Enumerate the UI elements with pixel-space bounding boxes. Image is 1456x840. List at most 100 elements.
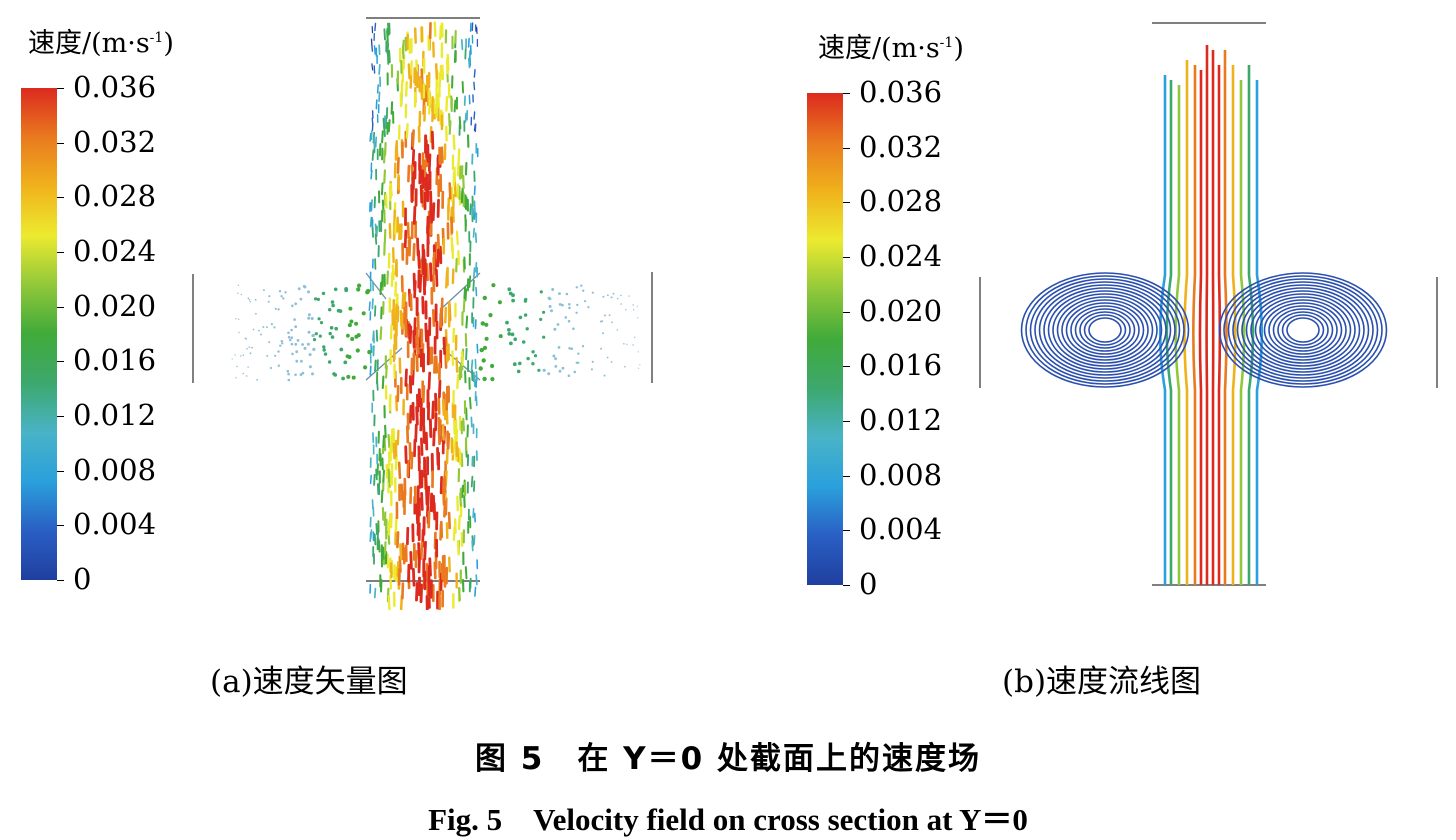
velocity-vector [245,375,248,377]
velocity-vector [548,297,552,301]
velocity-vector [336,308,341,313]
velocity-vector [462,174,465,190]
colorbar-a-tick-label: 0 [73,562,92,596]
velocity-vector [251,346,253,349]
velocity-vector [620,303,622,305]
velocity-vector [267,300,270,303]
velocity-vector [460,452,464,468]
velocity-vector [396,531,400,549]
vortex-streamline [1083,314,1127,346]
velocity-vector [473,185,476,196]
velocity-vector [447,511,452,530]
velocity-vector [268,341,271,344]
velocity-vector [632,309,635,311]
velocity-vector [376,463,379,476]
colorbar-a-tickmark [57,470,64,472]
vortex-streamline [1254,296,1352,364]
velocity-vector [542,335,546,339]
velocity-vector [291,304,294,308]
velocity-vector [564,316,568,319]
colorbar-b-tickmark [843,585,850,586]
velocity-vector [439,475,443,495]
velocity-vector [634,336,636,338]
velocity-vector [568,347,571,350]
velocity-vector [444,351,448,369]
velocity-vector [581,345,585,348]
velocity-vector [303,346,307,350]
colorbar-b-title-close: ) [953,33,964,64]
velocity-vector [575,286,578,289]
velocity-vector [339,347,344,352]
velocity-vector [420,437,424,456]
velocity-vector [599,320,602,323]
velocity-vector [373,305,377,317]
velocity-vector [608,314,611,317]
velocity-vector [238,318,240,320]
velocity-vector [591,360,594,363]
velocity-vector [623,343,625,345]
velocity-vector [389,562,393,579]
velocity-vector [330,300,335,304]
velocity-vector [590,368,593,371]
velocity-vector [381,130,384,144]
streamline [1174,85,1181,585]
velocity-vector [311,372,314,376]
velocity-vector [611,321,613,324]
velocity-vector [401,582,405,600]
velocity-vector [387,433,391,449]
velocity-vector [557,346,561,349]
colorbar-b [807,93,843,585]
velocity-vector [278,290,282,293]
vortex-streamline [1223,275,1383,385]
velocity-vector [234,354,236,356]
velocity-vector [424,473,428,493]
velocity-vector [518,361,522,366]
velocity-vector [394,281,398,297]
velocity-vector [349,319,354,324]
velocity-vector [290,328,293,332]
velocity-vector [507,328,511,332]
velocity-vector [299,297,303,301]
streamline [1247,65,1255,585]
velocity-vector [411,149,416,168]
velocity-vector [473,81,476,91]
colorbar-a-tickmark [57,252,64,253]
velocity-vector [473,534,476,546]
streamline [1198,70,1203,585]
velocity-vector [456,540,460,556]
velocity-vector [314,332,318,336]
velocity-vector [429,205,433,224]
velocity-vector [558,303,562,306]
velocity-vector [370,343,373,354]
velocity-vector [387,119,391,133]
velocity-vector [242,372,244,375]
velocity-vector [237,284,240,286]
velocity-vector [524,297,528,302]
colorbar-a-tick-label: 0.028 [73,179,157,214]
velocity-vector [432,494,436,514]
velocity-vector [333,287,338,292]
velocity-vector [371,63,374,71]
velocity-vector [374,359,377,372]
velocity-vector [427,153,432,172]
velocity-vector [467,37,470,48]
velocity-vector [266,354,269,357]
vortex-streamline [1043,287,1167,373]
velocity-vector [443,500,447,518]
velocity-vector [295,359,299,363]
velocity-vector [464,214,467,227]
velocity-vector [511,298,515,303]
colorbar-b-tickmark [843,147,850,149]
velocity-vector [441,64,445,81]
colorbar-b-tickmark [843,311,850,313]
velocity-vector [451,206,455,223]
colorbar-b-tickmark [843,257,850,258]
velocity-vector [287,378,291,382]
velocity-vector [371,298,374,310]
velocity-vector [612,292,615,295]
velocity-vector [333,373,338,377]
velocity-vector [399,543,403,560]
velocity-vector [236,365,238,368]
colorbar-b-tick-label: 0 [859,567,878,601]
velocity-vector [437,379,442,399]
